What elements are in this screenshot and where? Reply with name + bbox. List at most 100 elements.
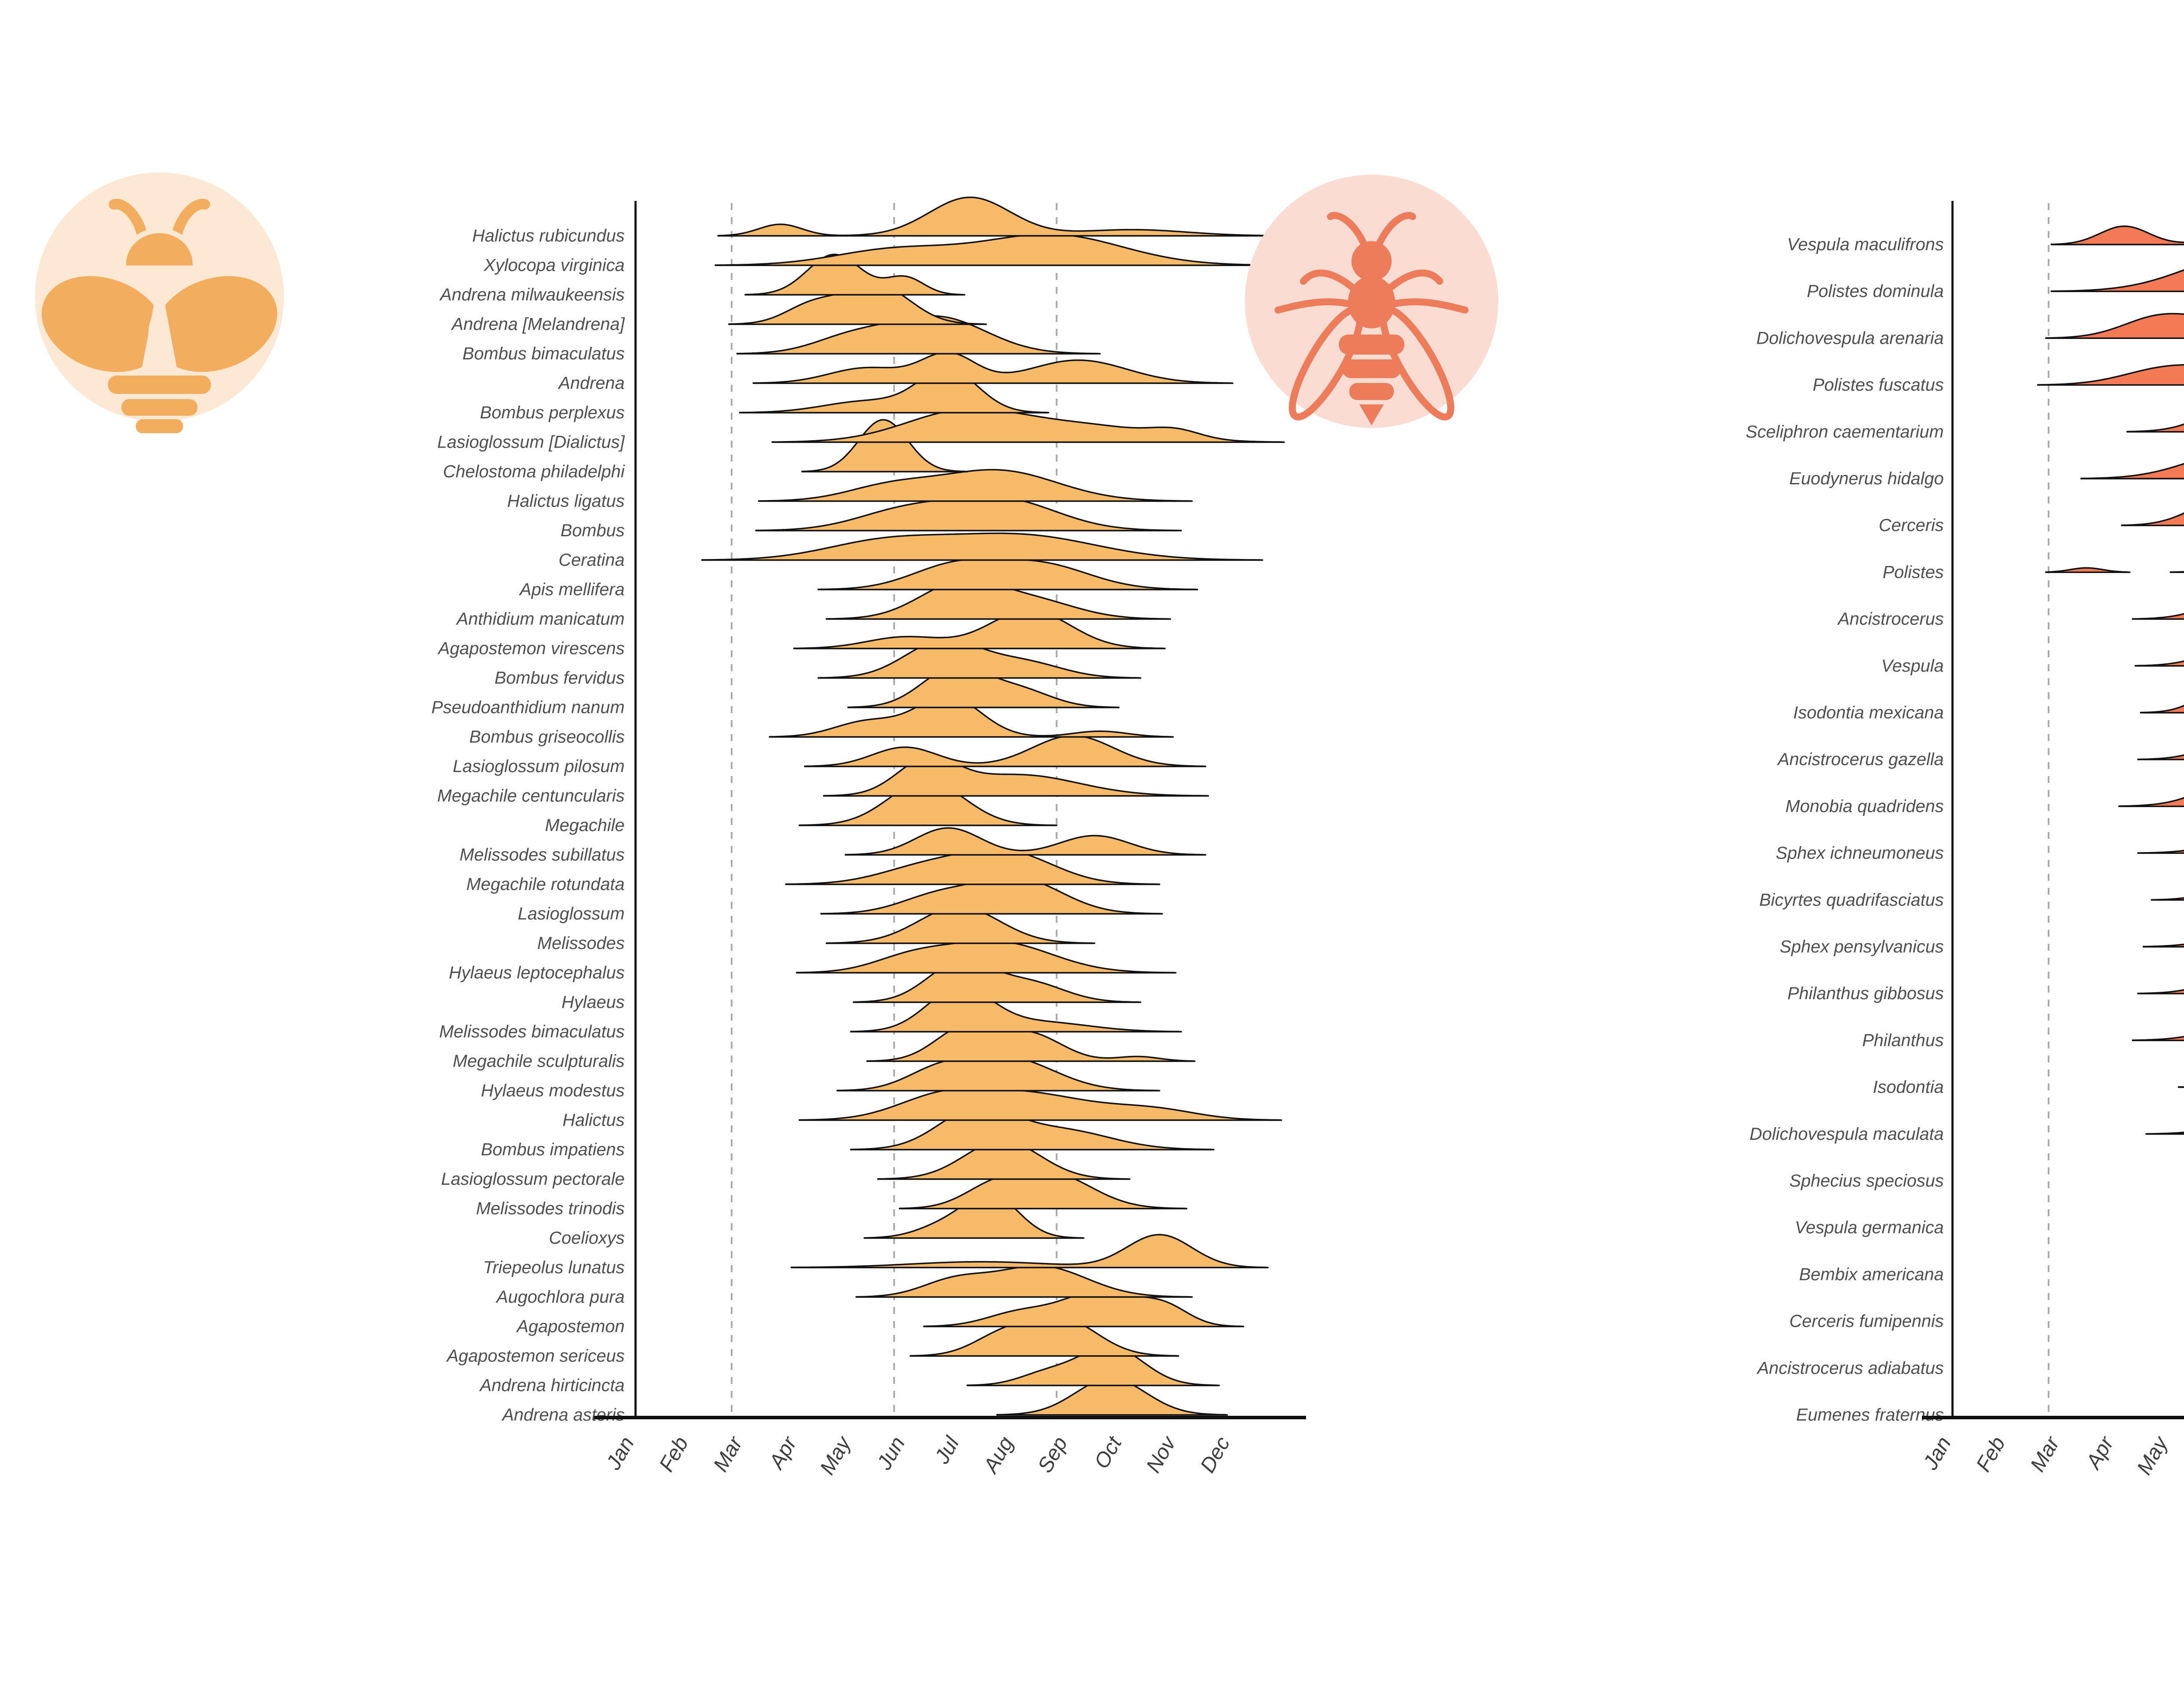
species-label: Hylaeus [561, 993, 625, 1012]
species-label: Pseudoanthidium nanum [431, 698, 625, 717]
ridge-bees-36 [855, 1265, 1193, 1298]
ridge-wasps-17 [2132, 1036, 2184, 1042]
month-label-apr: Apr [764, 1432, 802, 1474]
ridge-bees-25 [796, 940, 1177, 974]
ridge-wasps-16 [2137, 989, 2184, 994]
ridge-wasps-3 [2037, 364, 2184, 386]
species-label: Melissodes [537, 934, 625, 953]
species-label: Andrena [558, 374, 625, 393]
species-label: Philanthus [1862, 1031, 1944, 1050]
month-label-nov: Nov [1142, 1432, 1181, 1477]
species-label: Lasioglossum pectorale [441, 1170, 625, 1189]
species-label: Ceratina [559, 551, 625, 570]
ridge-wasps-15 [2143, 943, 2184, 948]
ridge-bees-8 [801, 419, 968, 473]
month-label-oct: Oct [1090, 1432, 1127, 1473]
bee-icon [35, 172, 284, 433]
ridge-wasps-2 [2045, 313, 2184, 339]
species-label: Andrena [Melandrena] [451, 315, 625, 334]
bee-icon-glyph [36, 199, 283, 433]
ridge-bees-35 [790, 1234, 1269, 1269]
month-label-dec: Dec [1196, 1433, 1235, 1477]
species-label: Bembix americana [1799, 1265, 1944, 1284]
species-label: Triepeolus lunatus [483, 1258, 625, 1277]
species-label: Halictus ligatus [507, 492, 625, 511]
species-label: Megachile sculpturalis [453, 1052, 625, 1071]
species-label: Andrena asteris [501, 1405, 625, 1425]
species-label: Cerceris fumipennis [1790, 1312, 1944, 1331]
species-label: Halictus rubicundus [472, 226, 625, 245]
species-label: Euodynerus hidalgo [1789, 469, 1944, 488]
ridge-wasps-0 [2050, 225, 2184, 245]
species-label: Vespula maculifrons [1787, 235, 1944, 254]
ridge-bees-31 [850, 1106, 1215, 1151]
month-label-aug: Aug [978, 1433, 1018, 1478]
species-label: Isodontia mexicana [1793, 703, 1944, 722]
species-label: Andrena hirticincta [479, 1376, 625, 1395]
species-label: Xylocopa virginica [484, 256, 625, 275]
month-label-may: May [816, 1432, 856, 1479]
month-label-jan: Jan [1918, 1433, 1956, 1474]
species-label: Andrena milwaukeensis [439, 285, 625, 304]
species-label: Megachile rotundata [467, 875, 625, 894]
ridge-bees-7 [771, 407, 1285, 443]
species-label: Bombus [560, 521, 625, 540]
species-label: Melissodes subillatus [460, 845, 625, 865]
ridge-bees-6 [739, 367, 1050, 414]
ridge-bees-11 [701, 532, 1263, 561]
ridge-wasps-5 [2080, 463, 2184, 480]
species-label: Hylaeus leptocephalus [449, 963, 625, 983]
month-label-jun: Jun [872, 1433, 909, 1474]
month-label-mar: Mar [709, 1432, 747, 1476]
species-label: Hylaeus modestus [481, 1081, 625, 1101]
wasp-icon-glyph [1275, 212, 1469, 425]
species-label: Augochlora pura [495, 1287, 625, 1307]
species-label: Bombus griseocollis [469, 728, 625, 747]
species-label: Lasioglossum [518, 904, 625, 924]
month-label-feb: Feb [655, 1433, 693, 1476]
species-label: Sphex pensylvanicus [1780, 937, 1944, 956]
ridge-wasps-9 [2134, 660, 2184, 667]
species-label: Bombus fervidus [494, 669, 625, 688]
species-label: Sphex ichneumoneus [1776, 844, 1944, 863]
species-label: Chelostoma philadelphi [443, 462, 625, 481]
species-label: Melissodes trinodis [476, 1199, 625, 1218]
species-label: Ancistrocerus gazella [1777, 750, 1944, 769]
ridge-bees-5 [752, 351, 1234, 384]
ridge-bees-18 [804, 735, 1206, 767]
ridge-bees-21 [844, 827, 1206, 856]
wasp-icon [1245, 175, 1498, 428]
species-label: Ancistrocerus adiabatus [1756, 1359, 1944, 1378]
ridge-wasps-4 [2126, 423, 2184, 433]
species-label: Agapostemon virescens [437, 639, 625, 658]
species-label: Agapostemon sericeus [446, 1346, 625, 1366]
species-label: Isodontia [1873, 1078, 1944, 1097]
species-label: Sceliphron caementarium [1745, 422, 1944, 442]
species-label: Megachile [545, 816, 625, 835]
species-label: Eumenes fraternus [1796, 1405, 1944, 1425]
ridge-bees-14 [793, 609, 1166, 649]
ridge-wasps-14 [2150, 897, 2184, 901]
species-label: Polistes fuscatus [1813, 376, 1944, 395]
species-label: Vespula germanica [1795, 1218, 1944, 1237]
ridge-wasps-1 [2050, 269, 2184, 292]
species-label: Dolichovespula maculata [1749, 1125, 1944, 1144]
species-label: Melissodes bimaculatus [439, 1022, 625, 1042]
ridge-bees-9 [758, 469, 1193, 502]
species-label: Bombus impatiens [481, 1140, 625, 1159]
month-label-jan: Jan [601, 1433, 639, 1474]
species-label: Bicyrtes quadrifasciatus [1759, 890, 1944, 910]
ridge-bees-1 [715, 233, 1282, 266]
species-label: Apis mellifera [519, 580, 625, 599]
ridge-bees-0 [717, 197, 1282, 237]
month-label-apr: Apr [2081, 1432, 2119, 1474]
ridge-bees-12 [817, 558, 1199, 590]
month-label-feb: Feb [1972, 1433, 2010, 1476]
species-label: Polistes [1883, 562, 1944, 582]
species-label: Cerceris [1879, 516, 1944, 535]
species-label: Agapostemon [516, 1317, 625, 1336]
ridge-wasps-12 [2118, 797, 2184, 807]
species-label: Megachile centuncularis [437, 787, 625, 806]
month-label-sep: Sep [1033, 1433, 1072, 1477]
